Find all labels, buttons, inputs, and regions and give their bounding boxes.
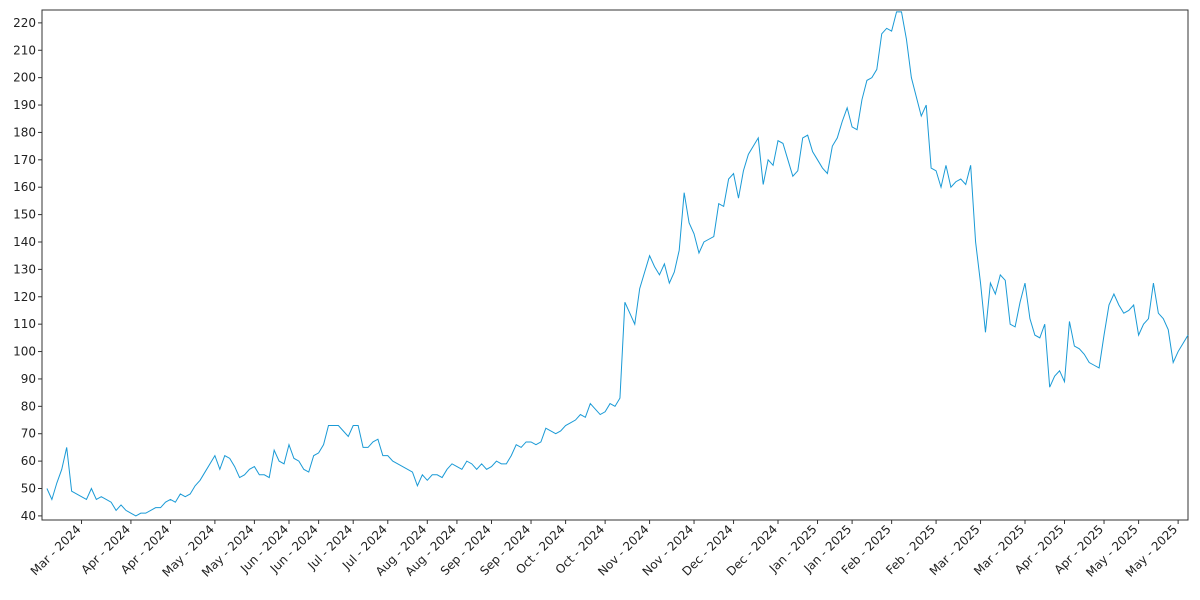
y-tick-label: 160 [13,180,36,194]
y-tick-label: 210 [13,43,36,57]
y-tick-label: 60 [21,454,36,468]
x-tick-label: Mar - 2024 [28,522,84,578]
y-tick-label: 180 [13,125,36,139]
y-tick-label: 80 [21,399,36,413]
y-tick-label: 220 [13,16,36,30]
plot-frame [41,9,1189,521]
y-tick-label: 200 [13,71,36,85]
y-tick-label: 190 [13,98,36,112]
y-tick-label: 50 [21,482,36,496]
y-tick-label: 150 [13,208,36,222]
y-tick-label: 100 [13,345,36,359]
data-line [46,11,1189,517]
y-tick-label: 40 [21,509,36,523]
y-tick-label: 140 [13,235,36,249]
y-tick-label: 110 [13,317,36,331]
y-tick-label: 120 [13,290,36,304]
y-tick-label: 90 [21,372,36,386]
y-tick-label: 130 [13,262,36,276]
y-tick-label: 70 [21,427,36,441]
y-tick-label: 170 [13,153,36,167]
